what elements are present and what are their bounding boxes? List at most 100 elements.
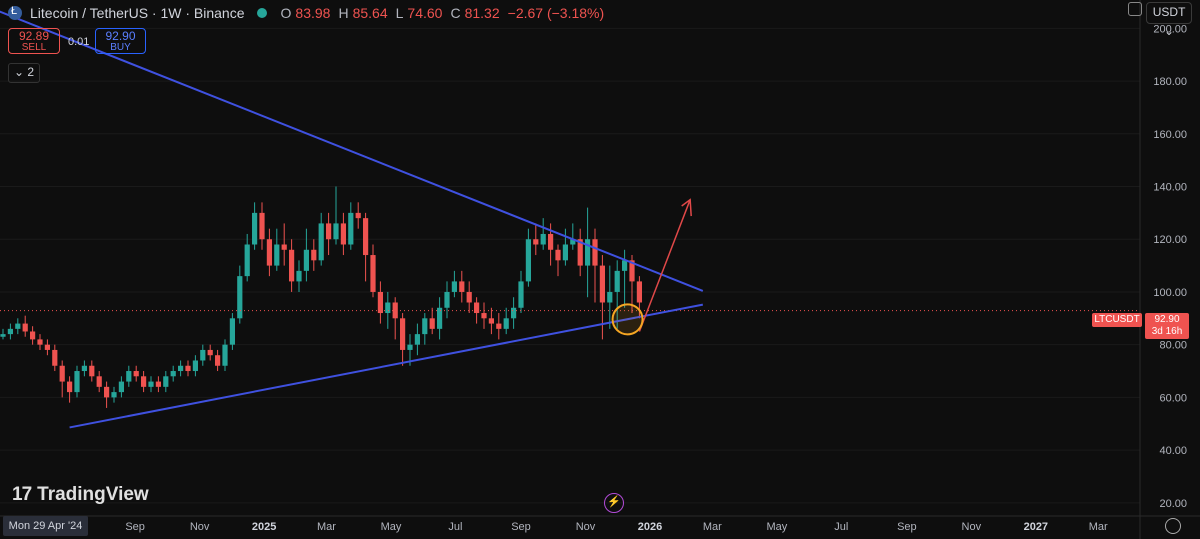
candle-body <box>170 371 176 377</box>
candle-body <box>237 276 243 319</box>
low-label: L <box>395 5 404 21</box>
price-grid <box>0 27 1140 504</box>
candle-body <box>451 281 457 292</box>
candle-body <box>555 249 561 261</box>
lightning-icon[interactable]: ⚡ <box>604 493 624 513</box>
candle-body <box>326 223 332 240</box>
screenshot-icon[interactable] <box>1128 2 1142 16</box>
open-value: 83.98 <box>295 5 331 21</box>
candle-body <box>215 355 221 366</box>
y-tick-label: 120.00 <box>1153 234 1187 246</box>
lower-trendline <box>69 303 704 429</box>
candle-body <box>481 313 487 319</box>
candle-body <box>385 302 391 314</box>
candle-body <box>81 365 87 372</box>
candle-body <box>444 291 450 308</box>
y-tick-label: 80.00 <box>1159 340 1187 352</box>
candle-body <box>44 344 50 350</box>
candle-body <box>74 371 80 393</box>
candle-body <box>148 381 154 387</box>
date-cursor-label: Mon 29 Apr '24 <box>3 516 88 536</box>
projection-arrowhead <box>681 198 692 217</box>
candle-body <box>311 249 317 261</box>
candle-body <box>192 360 198 372</box>
last-price-value: 92.90 <box>1154 314 1180 325</box>
candle-body <box>229 318 235 345</box>
x-tick-label: Nov <box>576 521 596 533</box>
projection-arrow <box>638 199 691 332</box>
x-tick-label: Jul <box>448 521 462 533</box>
candle-body <box>355 212 361 219</box>
indicators-toggle[interactable]: ⌄ 2 <box>8 63 40 83</box>
candle-body <box>503 318 509 329</box>
x-tick-label: 2026 <box>638 521 662 533</box>
currency-label: USDT <box>1152 5 1186 19</box>
tradingview-logo[interactable]: 17 TradingView <box>12 484 149 506</box>
candle-body <box>437 307 443 329</box>
candle-body <box>333 223 339 240</box>
x-axis: Sep Nov 2025 Mar May Jul Sep Nov 2026 Mar May Jul Se… <box>0 515 1200 533</box>
candle-body <box>496 323 502 329</box>
x-tick-label: Mar <box>317 521 336 533</box>
candle-body <box>577 239 583 266</box>
currency-selector[interactable]: USDT ⌄ <box>1146 2 1192 38</box>
x-tick-label: Sep <box>125 521 145 533</box>
x-tick-label: May <box>381 521 402 533</box>
candle-body <box>96 376 102 387</box>
y-tick-label: 20.00 <box>1159 498 1187 510</box>
x-tick-label: Nov <box>962 521 982 533</box>
candle-body <box>185 365 191 372</box>
candle-body <box>133 371 139 377</box>
candle-body <box>104 386 110 398</box>
symbol-title[interactable]: Litecoin / TetherUS · 1W · Binance <box>30 5 245 21</box>
candle-body <box>52 349 58 366</box>
chevron-down-icon: ⌄ <box>13 65 25 79</box>
last-price-symbol-tag: LTCUSDT <box>1092 313 1142 327</box>
indicators-count: 2 <box>27 65 35 79</box>
y-tick-label: 140.00 <box>1153 182 1187 194</box>
bar-countdown: 3d 16h <box>1151 326 1183 337</box>
candle-body <box>318 223 324 261</box>
candle-body <box>222 344 228 366</box>
candle-body <box>289 249 295 282</box>
candle-body <box>7 328 13 335</box>
candle-body <box>259 212 265 240</box>
spread-value: 0.01 <box>68 36 90 48</box>
candle-body <box>622 260 628 271</box>
candle-body <box>15 323 21 329</box>
candle-body <box>348 212 354 245</box>
candle-body <box>459 281 465 292</box>
buy-label: BUY <box>110 42 131 53</box>
upper-trendline <box>0 10 704 292</box>
y-tick-label: 200.00 <box>1153 23 1187 35</box>
candle-body <box>266 239 272 266</box>
market-status-icon <box>256 8 267 18</box>
drawings <box>0 10 1140 429</box>
buy-button[interactable]: 92.90 BUY <box>95 28 146 54</box>
x-tick-label: Mar <box>1089 521 1108 533</box>
candle-body <box>400 318 406 350</box>
candle-body <box>89 365 95 377</box>
candle-body <box>22 323 28 332</box>
candle-body <box>636 281 642 303</box>
candle-body <box>466 291 472 303</box>
sell-button[interactable]: 92.89 SELL <box>8 28 60 54</box>
candle-body <box>126 371 132 382</box>
x-tick-label: Sep <box>897 521 917 533</box>
candle-body <box>363 218 369 256</box>
candle-body <box>511 307 517 319</box>
candle-body <box>37 339 43 345</box>
settings-gear-icon[interactable] <box>1165 518 1181 534</box>
change-value: −2.67 (−3.18%) <box>507 5 605 21</box>
sell-label: SELL <box>21 42 47 53</box>
candle-body <box>377 291 383 314</box>
candle-body <box>163 376 169 387</box>
candle-body <box>533 239 539 245</box>
high-value: 85.64 <box>352 5 388 21</box>
tradingview-mark-icon: 17 <box>12 484 32 505</box>
candle-body <box>281 244 287 250</box>
candle-body <box>407 344 413 350</box>
open-label: O <box>280 5 292 21</box>
